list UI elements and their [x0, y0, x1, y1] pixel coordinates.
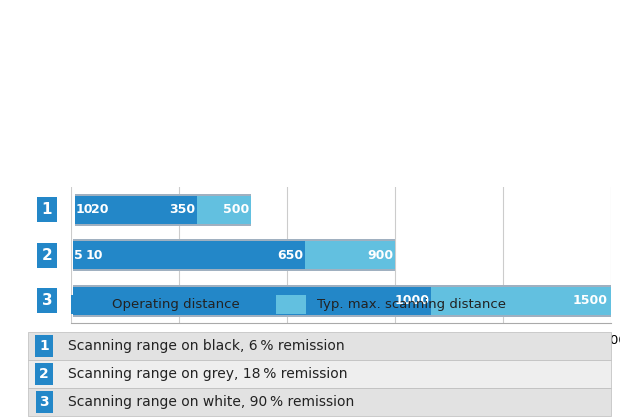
- FancyBboxPatch shape: [28, 388, 611, 416]
- Text: 3: 3: [42, 293, 52, 308]
- Text: 650: 650: [277, 249, 303, 262]
- Text: 1000: 1000: [394, 294, 429, 307]
- Text: 20: 20: [91, 203, 108, 216]
- Text: 5: 5: [74, 294, 83, 307]
- Text: 2: 2: [42, 248, 53, 262]
- Text: Typ. max. scanning distance: Typ. max. scanning distance: [317, 299, 506, 311]
- Bar: [75, 196, 197, 224]
- Text: 1: 1: [42, 202, 52, 217]
- FancyBboxPatch shape: [71, 296, 101, 314]
- Text: Scanning range on white, 90 % remission: Scanning range on white, 90 % remission: [68, 395, 354, 409]
- Text: 1: 1: [39, 339, 49, 353]
- Text: 350: 350: [169, 203, 195, 216]
- FancyBboxPatch shape: [28, 360, 611, 388]
- Bar: [431, 286, 611, 315]
- Text: 2: 2: [39, 367, 49, 381]
- Text: 10: 10: [76, 203, 93, 216]
- Text: Operating distance: Operating distance: [112, 299, 239, 311]
- Text: 900: 900: [367, 249, 393, 262]
- Bar: [305, 241, 395, 269]
- FancyBboxPatch shape: [277, 296, 306, 314]
- Bar: [197, 196, 251, 224]
- FancyBboxPatch shape: [28, 332, 611, 360]
- Text: Scanning range on grey, 18 % remission: Scanning range on grey, 18 % remission: [68, 367, 347, 381]
- Text: 5: 5: [74, 249, 83, 262]
- Text: 10: 10: [86, 249, 103, 262]
- Bar: [73, 286, 431, 315]
- Text: Scanning range on black, 6 % remission: Scanning range on black, 6 % remission: [68, 339, 344, 353]
- Text: 1500: 1500: [572, 294, 607, 307]
- Text: 500: 500: [223, 203, 249, 216]
- Text: 3: 3: [40, 395, 49, 409]
- Bar: [73, 239, 395, 271]
- Bar: [73, 241, 305, 269]
- Bar: [73, 285, 611, 317]
- Bar: [75, 194, 251, 226]
